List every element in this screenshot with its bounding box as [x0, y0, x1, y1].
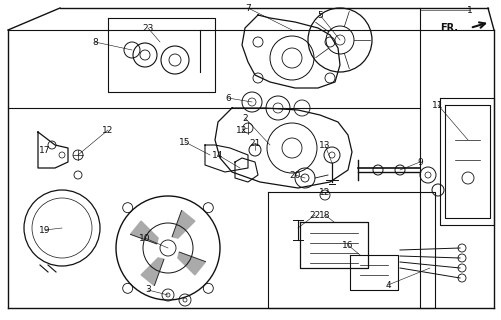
Text: 12: 12	[319, 188, 331, 196]
Text: 23: 23	[142, 23, 154, 33]
Polygon shape	[130, 221, 158, 244]
Text: 6: 6	[225, 93, 231, 102]
Polygon shape	[172, 211, 195, 238]
Text: 20: 20	[289, 171, 301, 180]
Text: 10: 10	[139, 234, 151, 243]
Text: 5: 5	[317, 11, 323, 20]
Text: 13: 13	[319, 140, 331, 149]
Text: 1: 1	[467, 5, 473, 14]
Text: 7: 7	[245, 4, 251, 12]
Text: 22: 22	[310, 211, 321, 220]
Text: 11: 11	[432, 100, 444, 109]
Polygon shape	[178, 252, 205, 275]
Text: 14: 14	[212, 150, 223, 159]
Text: 21: 21	[249, 139, 261, 148]
Text: 2: 2	[242, 114, 248, 123]
Text: 3: 3	[145, 285, 151, 294]
Polygon shape	[141, 258, 164, 285]
Text: 19: 19	[39, 226, 51, 235]
Text: 8: 8	[92, 37, 98, 46]
Text: 4: 4	[385, 281, 391, 290]
Text: 12: 12	[102, 125, 114, 134]
Text: 17: 17	[39, 146, 51, 155]
Text: 15: 15	[179, 138, 191, 147]
Text: 9: 9	[417, 157, 423, 166]
Text: 16: 16	[342, 241, 354, 250]
Text: 12: 12	[236, 125, 247, 134]
Text: 18: 18	[319, 211, 331, 220]
Text: FR.: FR.	[440, 23, 458, 33]
